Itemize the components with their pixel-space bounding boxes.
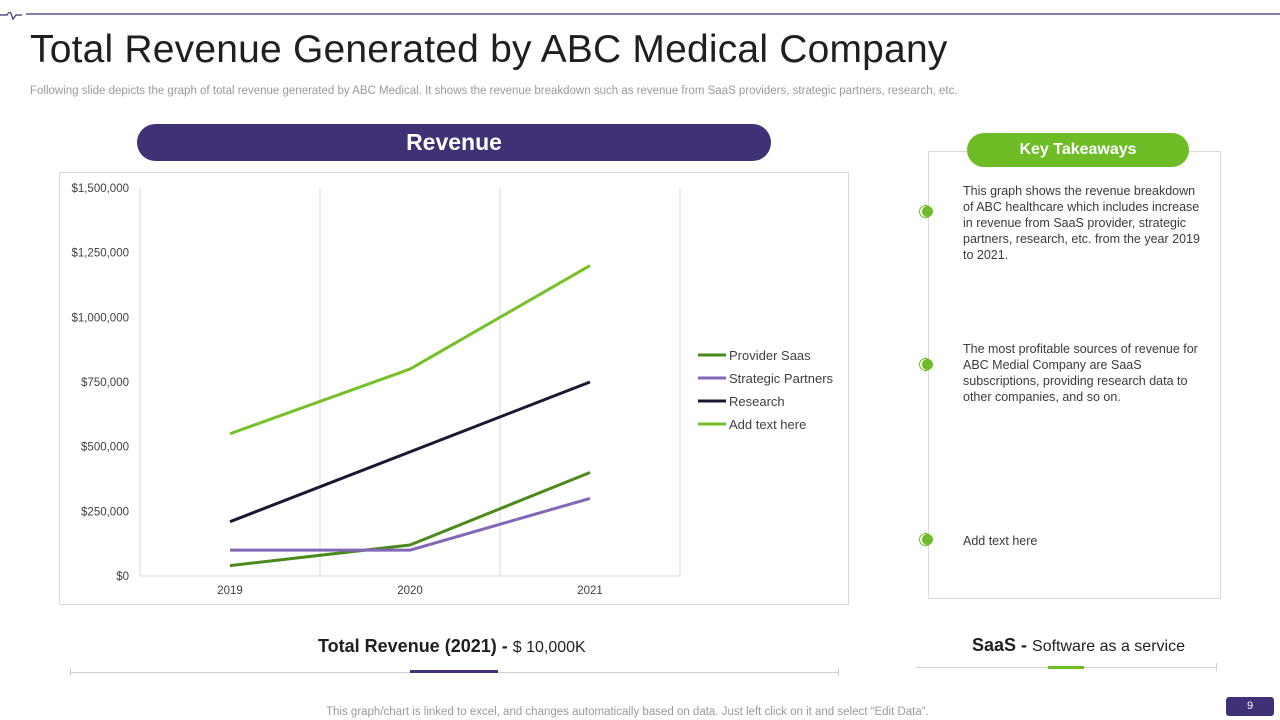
divider-left-accent xyxy=(410,670,498,673)
series-line-provider-saas xyxy=(229,471,591,568)
saas-value: Software as a service xyxy=(1032,638,1185,655)
divider-left-end-tick xyxy=(838,668,839,676)
page-subtitle: Following slide depicts the graph of tot… xyxy=(30,85,958,97)
bullet-dot-icon xyxy=(919,533,934,546)
revenue-chart[interactable]: $0 $250,000 $500,000 $750,000 $1,000,000 $1,2… xyxy=(59,172,849,605)
total-revenue-label: Total Revenue (2021) - xyxy=(318,636,513,656)
y-tick-label: $750,000 xyxy=(81,377,129,389)
x-tick-label: 2021 xyxy=(577,585,603,597)
saas-label: SaaS - xyxy=(972,635,1033,655)
y-tick-label: $500,000 xyxy=(81,442,129,454)
y-tick-label: $1,500,000 xyxy=(71,183,129,195)
bullet-dot-icon xyxy=(919,205,934,218)
x-tick-label: 2020 xyxy=(397,585,423,597)
divider-right-end-tick xyxy=(1216,663,1217,671)
series-line-research xyxy=(229,380,591,524)
bullet-dot-icon xyxy=(919,358,934,371)
page-title: Total Revenue Generated by ABC Medical C… xyxy=(30,28,948,71)
divider-left-start-tick xyxy=(70,668,71,676)
page-number: 9 xyxy=(1226,697,1274,716)
y-tick-label: $250,000 xyxy=(81,506,129,518)
revenue-header-pill: Revenue xyxy=(137,124,771,161)
series-line-strategic-partners xyxy=(230,496,591,552)
y-tick-label: $1,250,000 xyxy=(71,248,129,260)
takeaway-item-1: This graph shows the revenue breakdown o… xyxy=(963,184,1200,262)
y-tick-label: $0 xyxy=(116,571,129,583)
saas-definition: SaaS - Software as a service xyxy=(972,635,1185,656)
legend-label: Research xyxy=(729,394,785,409)
total-revenue-line: Total Revenue (2021) - $ 10,000K xyxy=(318,636,586,657)
x-tick-label: 2019 xyxy=(217,585,243,597)
series-line-add-text-here xyxy=(229,264,591,436)
divider-right-accent xyxy=(1048,666,1084,669)
legend-label: Provider Saas xyxy=(729,348,811,363)
y-tick-label: $1,000,000 xyxy=(71,312,129,324)
header-pulse-line xyxy=(0,12,1280,21)
total-revenue-value: $ 10,000K xyxy=(512,639,586,656)
key-takeaways-pill: Key Takeaways xyxy=(967,133,1189,167)
legend-label: Add text here xyxy=(729,417,806,432)
revenue-line-chart: $0 $250,000 $500,000 $750,000 $1,000,000 $1,2… xyxy=(71,183,834,597)
takeaway-item-2: The most profitable sources of revenue f… xyxy=(963,342,1198,404)
footer-note: This graph/chart is linked to excel, and… xyxy=(326,706,929,718)
legend-label: Strategic Partners xyxy=(729,371,834,386)
takeaway-item-3: Add text here xyxy=(963,534,1038,548)
